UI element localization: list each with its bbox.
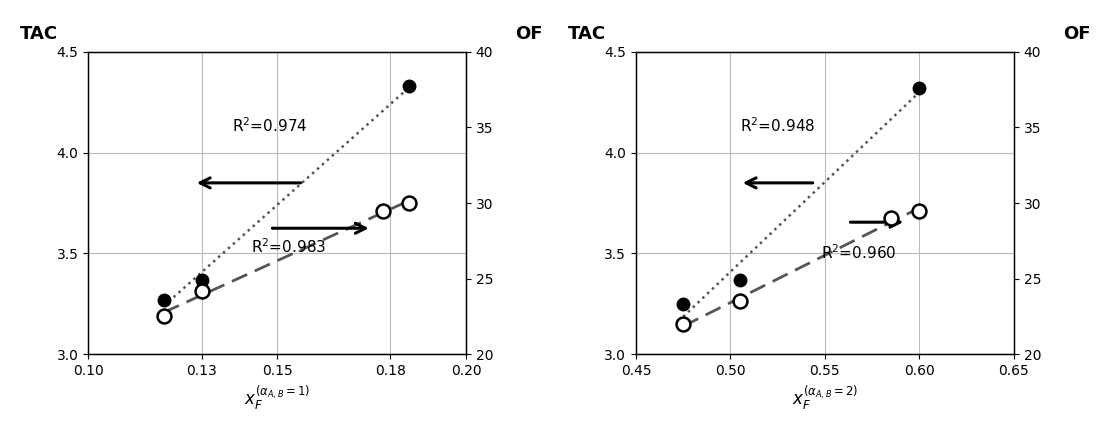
Text: R$^2$=0.974: R$^2$=0.974 [231,117,307,136]
Text: TAC: TAC [568,25,606,43]
Point [883,215,900,222]
Point [155,296,173,303]
Point [910,85,928,92]
Point [374,207,391,214]
Text: OF: OF [515,25,542,43]
Point [674,321,692,327]
X-axis label: $x_F^{(\alpha_{A,B}=2)}$: $x_F^{(\alpha_{A,B}=2)}$ [792,384,858,412]
Text: TAC: TAC [20,25,58,43]
Text: R$^2$=0.960: R$^2$=0.960 [821,244,897,263]
Text: R$^2$=0.948: R$^2$=0.948 [739,117,815,136]
Text: R$^2$=0.983: R$^2$=0.983 [250,238,326,257]
Point [731,298,748,305]
Point [155,313,173,320]
Point [400,200,418,206]
Point [731,276,748,283]
Point [910,207,928,214]
Point [193,276,210,283]
Point [400,83,418,89]
Text: OF: OF [1063,25,1091,43]
Point [674,300,692,307]
X-axis label: $x_F^{(\alpha_{A,B}=1)}$: $x_F^{(\alpha_{A,B}=1)}$ [244,384,310,412]
Point [193,287,210,294]
